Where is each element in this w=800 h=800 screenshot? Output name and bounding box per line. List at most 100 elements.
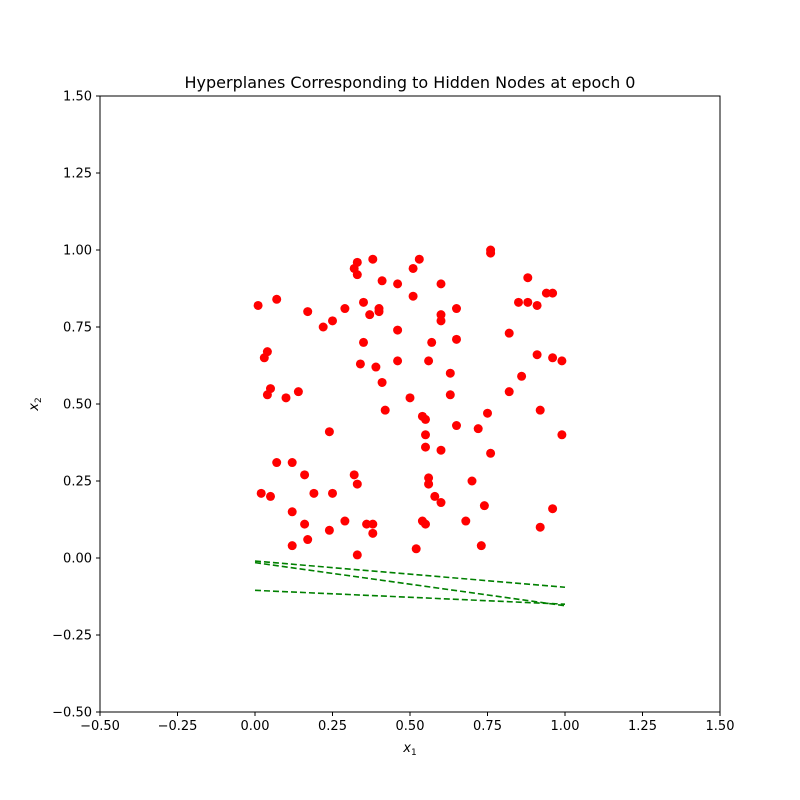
data-point	[541, 288, 551, 298]
data-point	[368, 254, 378, 264]
data-point	[359, 297, 368, 307]
data-point	[287, 507, 297, 517]
data-point	[424, 479, 434, 489]
data-point	[411, 544, 421, 554]
data-point	[253, 300, 263, 310]
data-point	[523, 273, 533, 283]
data-point	[445, 390, 455, 400]
x-axis-ticks: −0.50 −0.25 0.00 0.25 0.50 0.75 1.00 1.25 1.50	[80, 712, 734, 734]
x-tick-label: 1.50	[706, 719, 735, 734]
data-point	[445, 368, 455, 378]
data-point	[535, 405, 545, 415]
data-point	[514, 297, 523, 307]
data-point	[532, 300, 542, 310]
data-point	[352, 270, 362, 280]
data-point	[355, 359, 365, 369]
data-point	[436, 445, 446, 455]
hyperplane-line-3	[254, 589, 566, 605]
data-point	[473, 424, 483, 434]
y-tick-label: 1.00	[63, 244, 92, 259]
x-tick-label: −0.25	[158, 719, 198, 734]
data-point	[287, 541, 297, 551]
x-tick-label: 0.00	[241, 719, 270, 734]
x-tick-label: 1.25	[628, 719, 657, 734]
data-point	[452, 304, 461, 314]
x-axis-label: x1	[402, 741, 416, 758]
data-point	[405, 393, 415, 403]
data-point	[359, 337, 368, 347]
data-point	[486, 248, 496, 258]
y-tick-label: 1.25	[63, 167, 92, 182]
data-point	[352, 479, 362, 489]
data-point	[476, 541, 486, 551]
data-point	[309, 488, 319, 498]
data-point	[424, 356, 434, 366]
data-point	[504, 328, 514, 338]
y-tick-label: 0.00	[63, 552, 92, 567]
data-point	[557, 430, 567, 440]
data-point	[557, 356, 567, 366]
data-point	[421, 519, 430, 529]
hyperplane-lines	[254, 560, 566, 607]
data-point	[479, 501, 489, 511]
data-point	[377, 377, 387, 387]
data-point	[377, 276, 387, 286]
y-tick-label: 0.50	[63, 398, 92, 413]
data-point	[436, 498, 446, 508]
data-point	[548, 504, 558, 514]
data-point	[272, 294, 282, 304]
y-axis-ticks: −0.50 −0.25 0.00 0.25 0.50 0.75 1.00 1.25 1.50	[52, 90, 100, 721]
data-point	[368, 528, 378, 538]
data-point	[349, 470, 359, 480]
data-point	[461, 516, 471, 526]
data-point	[365, 310, 375, 320]
x-tick-label: 0.75	[473, 719, 502, 734]
data-point	[380, 405, 390, 415]
data-point	[517, 371, 527, 381]
data-point	[393, 325, 403, 335]
y-tick-label: −0.25	[52, 629, 92, 644]
data-point	[303, 535, 313, 545]
data-point	[452, 334, 461, 344]
data-point	[318, 322, 328, 332]
y-axis-label-subscript: 2	[34, 397, 44, 403]
data-point	[436, 310, 446, 320]
data-point	[421, 414, 430, 424]
hyperplane-line-2	[254, 561, 566, 607]
data-point	[262, 347, 272, 357]
data-point	[352, 257, 362, 267]
data-point	[300, 470, 310, 480]
data-point	[352, 550, 362, 560]
x-tick-label: 0.50	[396, 719, 425, 734]
data-point	[421, 442, 430, 452]
data-point	[452, 421, 461, 431]
x-axis-label-subscript: 1	[411, 748, 417, 758]
data-point	[483, 408, 492, 418]
data-point	[272, 458, 282, 468]
data-point	[287, 458, 297, 468]
data-point	[340, 304, 350, 314]
y-axis-label: x2	[27, 397, 44, 411]
data-point	[486, 448, 496, 458]
data-point	[504, 387, 514, 397]
data-point	[281, 393, 291, 403]
data-point	[324, 427, 334, 437]
data-point	[523, 297, 533, 307]
data-point	[548, 353, 558, 363]
data-point	[436, 279, 446, 289]
data-point	[430, 491, 440, 501]
data-point	[303, 307, 313, 317]
data-point	[266, 491, 275, 501]
data-point	[256, 488, 266, 498]
data-point	[371, 362, 381, 372]
y-tick-label: 0.25	[63, 475, 92, 490]
data-point	[328, 488, 337, 498]
data-point	[393, 356, 403, 366]
x-tick-label: 1.00	[551, 719, 580, 734]
data-point	[467, 476, 477, 486]
data-point	[414, 254, 424, 264]
y-tick-label: 0.75	[63, 321, 92, 336]
plot-frame	[99, 95, 721, 713]
scatter-points	[253, 245, 567, 560]
data-point	[421, 430, 430, 440]
